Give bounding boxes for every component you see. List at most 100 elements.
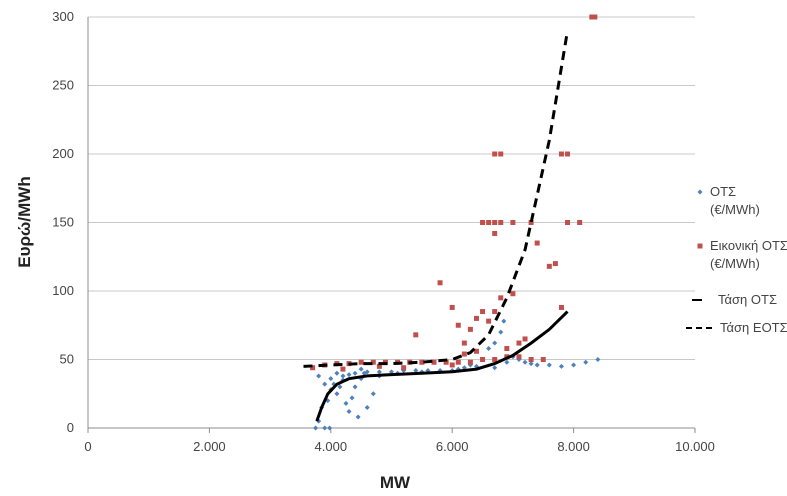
data-point-ots: [334, 391, 340, 397]
y-tick-label: 200: [52, 146, 74, 161]
data-point-eikoniki-ots: [504, 346, 510, 352]
data-point-ots: [370, 391, 376, 397]
legend: ΟΤΣ (€/MWh) Εικονική ΟΤΣ (€/MWh) Τάση ΟΤΣ Τάσ…: [686, 184, 787, 335]
legend-label: ΟΤΣ: [710, 184, 736, 199]
data-point-eikoniki-ots: [370, 359, 376, 365]
x-tick-label: 10.000: [675, 439, 715, 454]
data-point-ots: [486, 346, 492, 352]
data-point-eikoniki-ots: [473, 348, 479, 354]
x-axis-title: MW: [380, 473, 411, 492]
data-point-ots: [376, 369, 382, 375]
y-tick-label: 50: [60, 352, 74, 367]
y-tick-label: 150: [52, 215, 74, 230]
data-point-ots: [492, 340, 498, 346]
data-point-ots: [595, 357, 601, 362]
data-point-eikoniki-ots: [480, 309, 486, 315]
data-point-ots: [343, 400, 349, 406]
data-point-eikoniki-ots: [492, 357, 498, 362]
y-tick-label: 100: [52, 283, 74, 298]
data-point-eikoniki-ots: [467, 326, 473, 332]
x-axis-ticks: 0 2.000 4.000 6.000 8.000 10.000: [84, 428, 715, 454]
legend-marker-diamond: [697, 189, 703, 195]
data-point-eikoniki-ots: [565, 220, 571, 225]
data-point-eikoniki-ots: [534, 240, 540, 246]
data-point-eikoniki-ots: [480, 357, 486, 362]
data-point-eikoniki-ots: [461, 351, 467, 357]
legend-label: Τάση ΕΟΤΣ: [720, 320, 787, 335]
data-point-eikoniki-ots: [492, 220, 498, 225]
trend-line-ots: [315, 310, 569, 422]
legend-label: (€/MWh): [710, 256, 760, 271]
data-point-eikoniki-ots: [376, 363, 382, 369]
y-tick-label: 0: [67, 420, 74, 435]
data-point-ots: [334, 370, 340, 376]
data-point-ots: [498, 329, 504, 335]
data-point-eikoniki-ots: [413, 332, 419, 338]
data-point-eikoniki-ots: [461, 340, 467, 346]
data-point-eikoniki-ots: [455, 359, 461, 365]
data-point-ots: [413, 367, 419, 373]
data-point-ots: [364, 369, 370, 375]
y-axis-title: Ευρώ/MWh: [15, 176, 34, 267]
data-point-eikoniki-ots: [516, 340, 522, 346]
data-point-eikoniki-ots: [480, 220, 486, 225]
data-point-eikoniki-ots: [510, 291, 516, 297]
x-tick-label: 8.000: [557, 439, 590, 454]
plot-area: [303, 14, 601, 431]
gridlines: [87, 16, 695, 429]
data-point-eikoniki-ots: [498, 295, 504, 301]
data-point-eikoniki-ots: [449, 304, 455, 310]
data-point-ots: [571, 362, 577, 368]
data-point-ots: [501, 318, 507, 324]
data-point-ots: [534, 362, 540, 368]
data-point-eikoniki-ots: [528, 357, 534, 362]
data-point-ots: [504, 359, 510, 365]
data-point-ots: [346, 372, 352, 378]
data-point-eikoniki-ots: [498, 151, 504, 157]
data-point-ots: [558, 363, 564, 369]
data-point-ots: [355, 414, 361, 420]
data-point-eikoniki-ots: [589, 14, 595, 20]
data-point-eikoniki-ots: [510, 220, 516, 225]
data-point-ots: [546, 362, 552, 368]
data-point-ots: [340, 373, 346, 379]
data-point-eikoniki-ots: [486, 318, 492, 324]
data-point-eikoniki-ots: [540, 357, 546, 362]
data-point-eikoniki-ots: [486, 220, 492, 225]
data-point-eikoniki-ots: [473, 315, 479, 321]
y-tick-label: 250: [52, 78, 74, 93]
data-point-ots: [349, 395, 355, 401]
data-point-eikoniki-ots: [558, 151, 564, 157]
data-point-eikoniki-ots: [358, 359, 364, 365]
data-point-eikoniki-ots: [558, 304, 564, 310]
x-tick-label: 2.000: [193, 439, 226, 454]
data-point-eikoniki-ots: [498, 220, 504, 225]
data-point-ots: [328, 376, 334, 382]
data-point-eikoniki-ots: [401, 365, 407, 371]
data-point-ots: [352, 370, 358, 376]
y-axis-ticks: 0 50 100 150 200 250 300: [52, 9, 74, 435]
data-point-eikoniki-ots: [492, 151, 498, 157]
data-point-ots: [352, 384, 358, 390]
data-point-ots: [492, 365, 498, 371]
data-point-eikoniki-ots: [455, 322, 461, 328]
data-point-ots: [528, 361, 534, 367]
y-tick-label: 300: [52, 9, 74, 24]
legend-label: (€/MWh): [710, 202, 760, 217]
data-point-eikoniki-ots: [592, 14, 598, 20]
data-point-eikoniki-ots: [565, 151, 571, 157]
data-point-eikoniki-ots: [528, 220, 534, 225]
data-point-ots: [327, 425, 333, 431]
x-tick-label: 0: [84, 439, 91, 454]
data-point-ots: [313, 425, 319, 431]
data-point-ots: [583, 359, 589, 365]
data-point-eikoniki-ots: [443, 359, 449, 365]
x-tick-label: 4.000: [315, 439, 348, 454]
data-point-eikoniki-ots: [516, 354, 522, 360]
data-point-ots: [316, 373, 322, 379]
data-point-eikoniki-ots: [310, 365, 316, 371]
legend-label: Τάση ΟΤΣ: [718, 292, 777, 307]
legend-label: Εικονική ΟΤΣ: [710, 238, 787, 253]
data-point-eikoniki-ots: [431, 359, 437, 365]
data-point-ots: [322, 425, 328, 431]
